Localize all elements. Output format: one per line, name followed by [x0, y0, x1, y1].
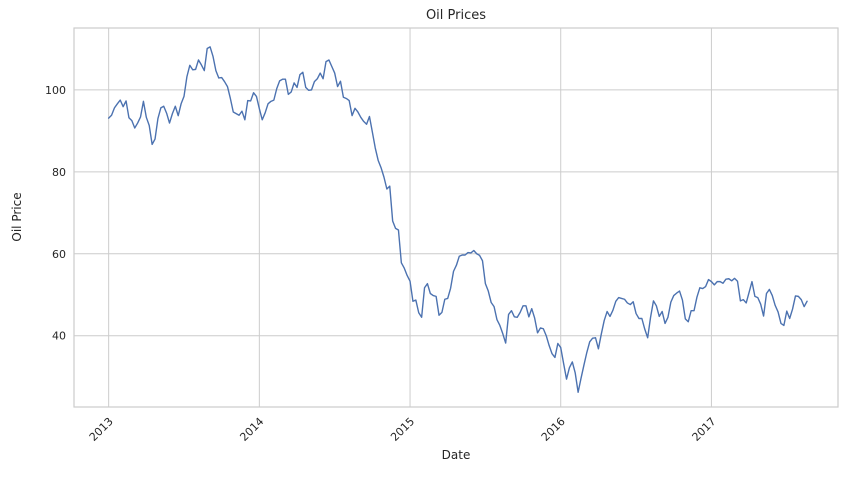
- x-axis-label: Date: [442, 448, 471, 462]
- x-tick-label: 2016: [539, 415, 568, 444]
- chart-title: Oil Prices: [426, 8, 486, 23]
- y-tick-labels: 40 60 80 100: [45, 84, 66, 343]
- grid-layer: [74, 28, 838, 407]
- oil-price-series-line: [107, 46, 808, 393]
- y-tick-label: 80: [52, 166, 66, 179]
- y-axis-label: Oil Price: [10, 192, 24, 241]
- x-tick-label: 2014: [237, 415, 266, 444]
- y-tick-label: 60: [52, 248, 66, 261]
- plot-border: [73, 27, 839, 408]
- y-tick-label: 40: [52, 330, 66, 343]
- y-tick-label: 100: [45, 84, 66, 97]
- x-tick-label: 2017: [690, 415, 719, 444]
- x-tick-labels: 2013 2014 2015 2016 2017: [87, 415, 719, 444]
- x-tick-label: 2015: [388, 415, 417, 444]
- x-tick-label: 2013: [87, 415, 116, 444]
